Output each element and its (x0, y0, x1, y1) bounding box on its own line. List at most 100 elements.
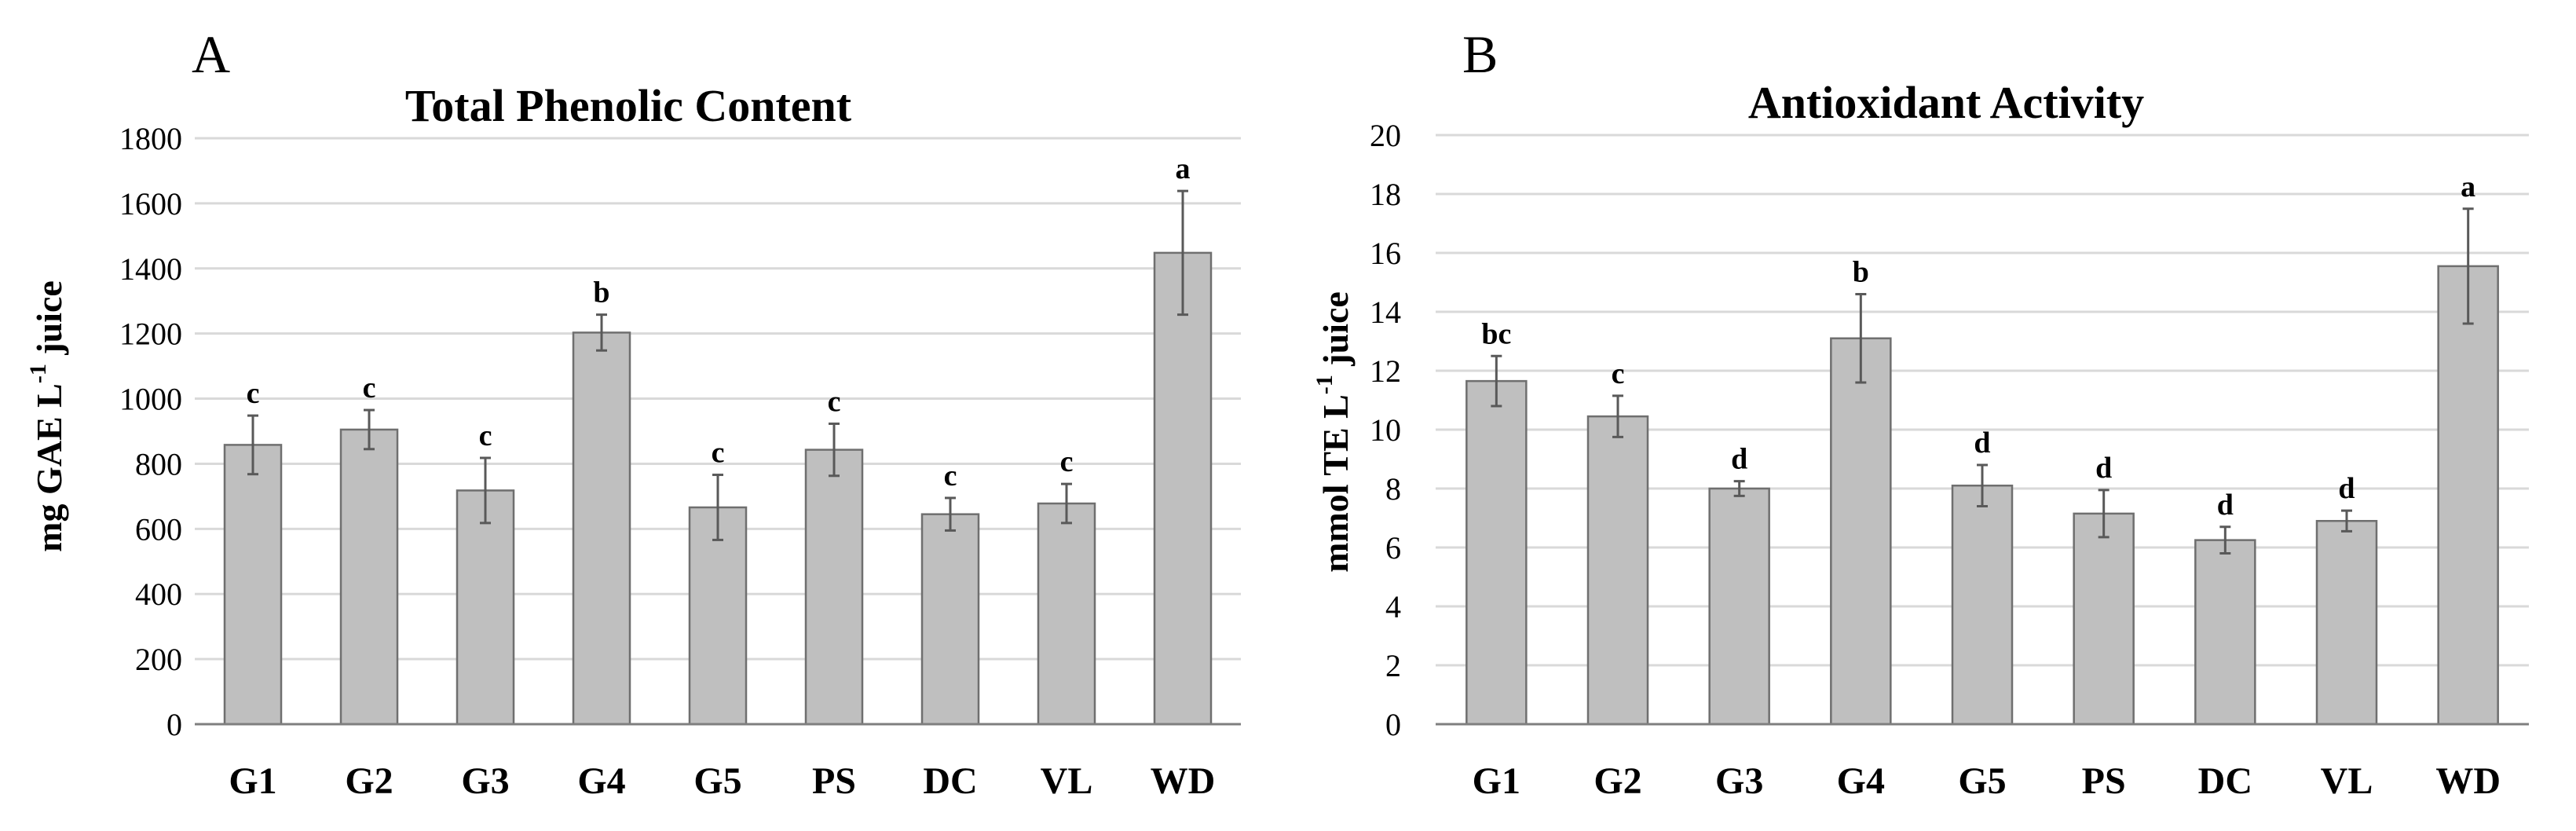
chart-title-a: Total Phenolic Content (405, 80, 852, 131)
error-bar-b-g1 (1491, 354, 1502, 408)
error-bar-b-g5 (1977, 463, 1988, 507)
x-tick-labels-a: G1 G2 G3 G4 G5 PS DC VL WD (229, 760, 1215, 802)
x-tick-label-b-g5: G5 (1958, 760, 2006, 802)
bar-a-vl (1037, 502, 1096, 726)
x-tick-label-b-g3: G3 (1715, 760, 1763, 802)
bar-b-ps (2073, 512, 2135, 726)
y-tick-label-a: 1800 (119, 121, 182, 156)
panel-a: A Total Phenolic Content mg GAE L-1 juic… (25, 24, 1241, 802)
significance-letter-a-g3: c (479, 419, 492, 452)
x-tick-label-a-g1: G1 (229, 760, 276, 802)
x-tick-label-a-dc: DC (923, 760, 977, 802)
bar-b-dc (2194, 539, 2256, 726)
y-tick-label-b: 12 (1370, 353, 1401, 389)
x-tick-label-a-g4: G4 (577, 760, 625, 802)
y-tick-labels-b: 0 2 4 6 8 10 12 14 16 18 20 (1370, 118, 1401, 742)
bar-b-wd (2437, 265, 2499, 726)
y-axis-label-b-unit: juice (1315, 291, 1356, 375)
significance-letter-b-g3: d (1731, 443, 1747, 476)
y-tick-labels-a: 0 200 400 600 800 1000 1200 1400 1600 1800 (119, 121, 182, 742)
bar-a-dc (920, 513, 980, 726)
error-bar-b-ps (2098, 489, 2109, 539)
x-tick-label-b-dc: DC (2198, 760, 2252, 802)
y-tick-label-a: 200 (135, 642, 182, 677)
x-tick-label-a-ps: PS (812, 760, 856, 802)
y-tick-label-b: 8 (1385, 471, 1401, 507)
error-bar-b-vl (2341, 509, 2352, 533)
significance-letters-a: c c c b c c c c a (247, 152, 1191, 492)
significance-letter-b-g2: c (1612, 357, 1625, 390)
x-tick-label-b-vl: VL (2321, 760, 2373, 802)
y-tick-label-a: 800 (135, 446, 182, 481)
error-bar-a-g5 (712, 474, 723, 541)
y-axis-label-a: mg GAE L-1 juice (25, 280, 69, 552)
bar-b-g5 (1951, 485, 2014, 726)
significance-letter-b-g5: d (1974, 426, 1990, 459)
error-bar-b-wd (2462, 207, 2474, 325)
y-tick-label-b: 18 (1370, 177, 1401, 212)
significance-letter-b-ps: d (2095, 452, 2112, 485)
panel-label-a: A (192, 24, 230, 84)
bar-a-wd (1153, 251, 1213, 726)
y-axis-label-a-main: mg GAE L (29, 383, 69, 552)
y-tick-label-a: 1400 (119, 251, 182, 287)
y-tick-label-a: 1200 (119, 317, 182, 352)
x-tick-label-b-g2: G2 (1594, 760, 1641, 802)
significance-letter-a-wd: a (1176, 152, 1191, 185)
error-bars-a (247, 189, 1188, 541)
significance-letter-a-g5: c (712, 437, 725, 470)
significance-letter-a-ps: c (828, 385, 841, 418)
y-tick-label-b: 2 (1385, 648, 1401, 683)
bar-b-g1 (1465, 379, 1528, 726)
y-tick-label-a: 400 (135, 577, 182, 612)
error-bar-b-g2 (1612, 394, 1623, 438)
bar-b-g3 (1708, 487, 1770, 726)
x-tick-label-a-vl: VL (1041, 760, 1093, 802)
significance-letter-a-g2: c (363, 372, 376, 405)
y-tick-label-b: 14 (1370, 295, 1401, 330)
chart-title-b: Antioxidant Activity (1748, 77, 2144, 128)
y-axis-label-a-superscript: -1 (25, 364, 51, 383)
significance-letter-a-dc: c (944, 459, 957, 492)
significance-letter-b-g4: b (1853, 256, 1869, 289)
x-tick-label-b-wd: WD (2435, 760, 2501, 802)
y-tick-label-b: 20 (1370, 118, 1401, 153)
significance-letter-b-g1: bc (1481, 317, 1511, 350)
y-axis-label-b: mmol TE L-1 juice (1312, 291, 1356, 573)
significance-letter-b-dc: d (2217, 489, 2234, 522)
error-bar-a-dc (945, 496, 956, 532)
significance-letter-b-vl: d (2338, 472, 2355, 505)
x-tick-label-b-g4: G4 (1837, 760, 1885, 802)
error-bar-a-g3 (480, 456, 491, 525)
error-bars-b (1491, 207, 2474, 555)
bars-a (223, 251, 1213, 726)
y-axis-label-b-superscript: -1 (1312, 375, 1337, 394)
panel-label-b: B (1462, 24, 1498, 84)
error-bar-a-ps (829, 422, 840, 478)
significance-letters-b: bc c d b d d d d a (1481, 170, 2475, 522)
x-tick-label-a-g2: G2 (345, 760, 393, 802)
y-tick-label-a: 1600 (119, 186, 182, 221)
significance-letter-a-vl: c (1060, 445, 1074, 478)
error-bar-b-dc (2219, 525, 2231, 555)
bar-a-g1 (223, 444, 283, 726)
significance-letter-a-g1: c (247, 377, 260, 410)
y-tick-label-a: 600 (135, 511, 182, 547)
error-bar-a-g1 (247, 414, 258, 476)
x-tick-label-a-wd: WD (1151, 760, 1216, 802)
panel-b: B Antioxidant Activity mmol TE L-1 juice… (1312, 24, 2529, 802)
error-bar-a-g4 (596, 313, 607, 352)
error-bar-b-g4 (1855, 293, 1867, 384)
significance-letter-b-wd: a (2461, 170, 2475, 203)
y-tick-label-b: 10 (1370, 412, 1401, 448)
y-axis-label-a-unit: juice (29, 280, 69, 364)
bars-b (1465, 265, 2499, 726)
error-bar-a-g2 (364, 408, 375, 451)
bar-b-g2 (1586, 415, 1649, 726)
error-bar-a-vl (1061, 482, 1072, 525)
y-tick-label-b: 6 (1385, 530, 1401, 566)
x-tick-label-b-ps: PS (2082, 760, 2126, 802)
bar-a-g3 (456, 489, 515, 726)
y-tick-label-a: 1000 (119, 382, 182, 417)
